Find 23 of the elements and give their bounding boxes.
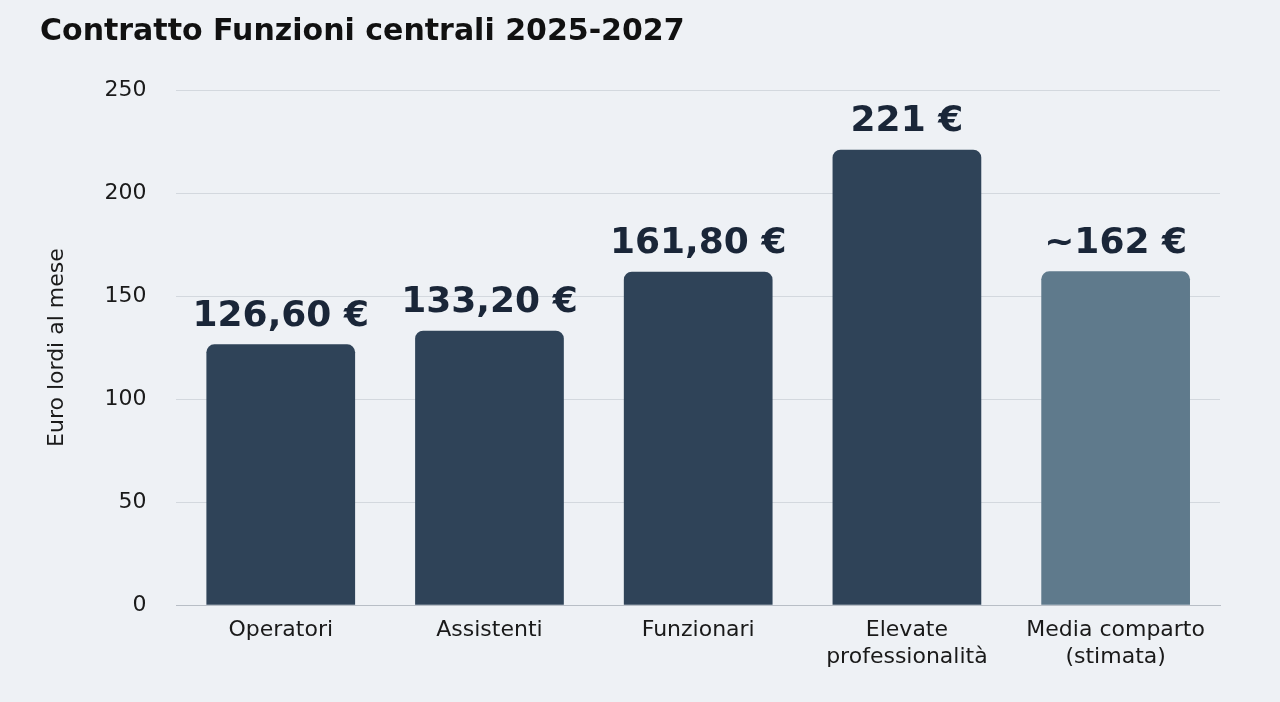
bar [623, 271, 773, 605]
data-label: 133,20 € [401, 279, 578, 321]
data-label: 161,80 € [609, 220, 787, 262]
data-label: 221 € [850, 98, 964, 140]
chart-title: Contratto Funzioni centrali 2025-2027 [40, 11, 685, 47]
bar [206, 344, 356, 605]
y-tick-label: 50 [118, 487, 147, 513]
bar [1041, 271, 1190, 605]
y-tick-label: 150 [104, 281, 147, 307]
data-label: 126,60 € [192, 292, 370, 334]
x-tick-label: Assistenti [436, 616, 543, 642]
data-label: ~162 € [1044, 219, 1188, 261]
x-tick-label: Operatori [228, 616, 334, 642]
bar [832, 149, 982, 605]
x-tick-label: Funzionari [641, 616, 755, 642]
y-tick-label: 250 [104, 75, 147, 101]
y-tick-label: 100 [104, 384, 147, 410]
x-tick-label: Elevate professionalità [826, 616, 988, 668]
y-axis-title: Euro lordi al mese [42, 248, 68, 447]
y-tick-label: 200 [104, 178, 147, 204]
x-tick-label: Media comparto (stimata) [1026, 616, 1205, 668]
y-tick-label: 0 [132, 590, 147, 616]
bar [415, 330, 564, 605]
